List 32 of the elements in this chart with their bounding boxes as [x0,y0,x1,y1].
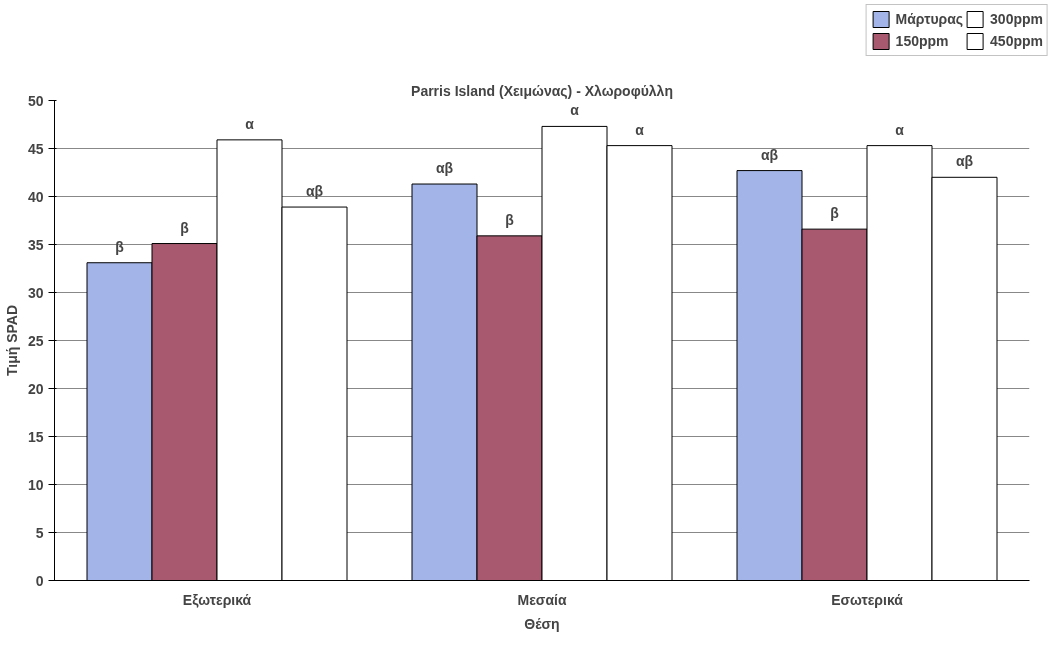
y-tick-label: 35 [27,236,44,253]
y-tick-label: 10 [27,476,44,493]
x-tick-label: Μεσαία [517,591,567,608]
chart-title: Parris Island (Χειμώνας) - Χλωροφύλλη [411,82,673,99]
x-tick-label: Εσωτερικά [831,591,904,608]
legend-label: 300ppm [990,11,1043,27]
y-tick-label: 0 [35,572,44,589]
data-label: α [635,121,645,138]
legend-label: Μάρτυρας [895,11,964,27]
data-label: α [570,102,580,119]
y-tick-label: 45 [27,140,44,157]
data-label: αβ [435,160,454,177]
y-tick-label: 20 [27,380,44,397]
data-label: β [830,205,840,222]
data-label: β [505,211,515,228]
data-label: β [180,219,190,236]
y-tick-label: 50 [27,92,44,109]
data-label: α [245,115,255,132]
legend-label: 450ppm [990,33,1043,49]
x-tick-label: Εξωτερικά [182,591,252,608]
data-label: αβ [955,153,974,170]
data-label: αβ [305,183,324,200]
x-axis-title: Θέση [524,615,560,632]
y-axis-title: Τιμή SPAD [3,304,20,377]
y-tick-label: 15 [27,428,44,445]
legend-label: 150ppm [895,33,949,49]
y-tick-label: 30 [27,284,44,301]
y-tick-label: 40 [27,188,44,205]
y-tick-label: 5 [35,524,44,541]
y-tick-label: 25 [27,332,44,349]
data-label: αβ [760,146,779,163]
data-label: α [895,121,905,138]
